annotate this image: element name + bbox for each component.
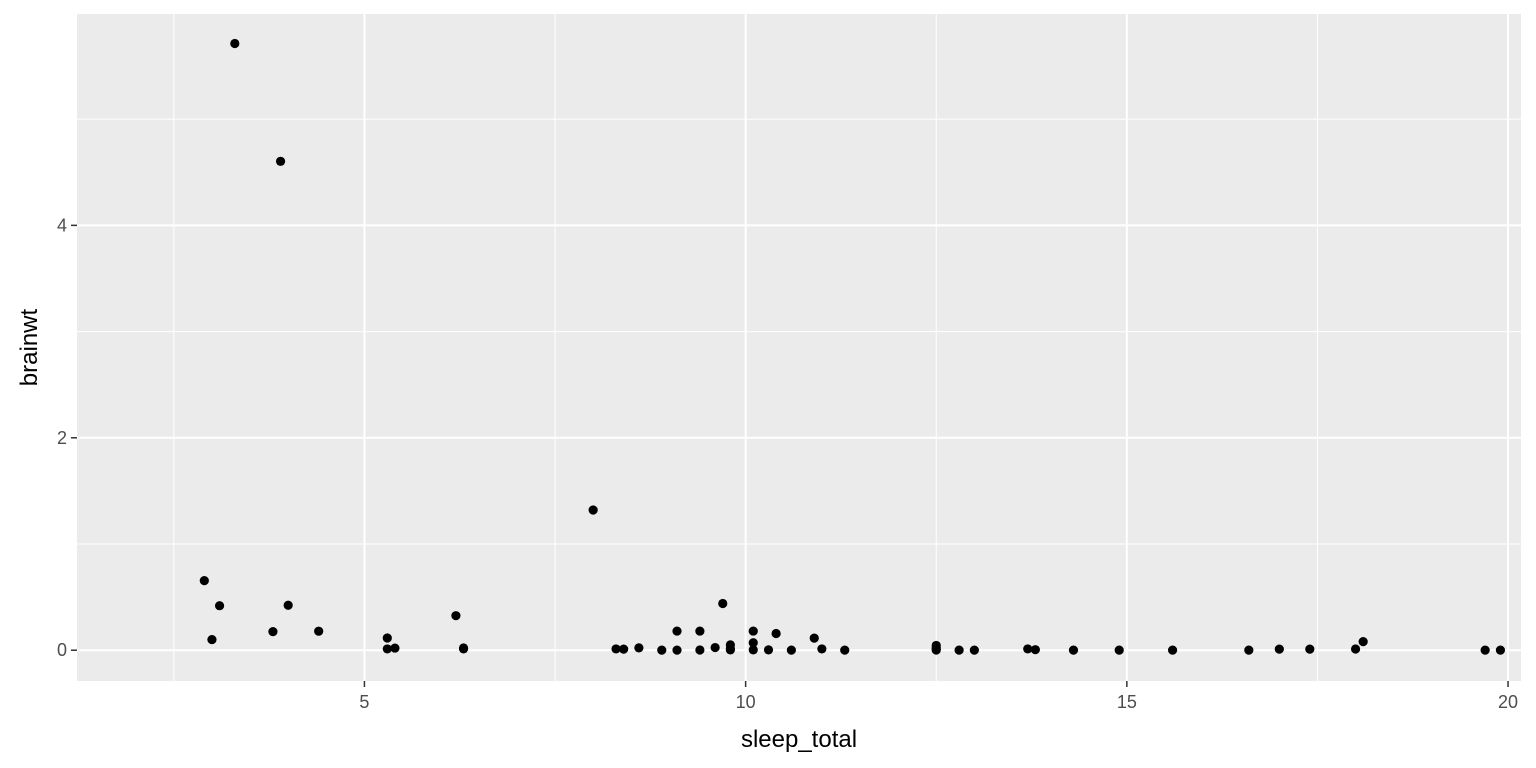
- data-point: [763, 645, 774, 655]
- data-point: [619, 644, 629, 654]
- data-point: [207, 634, 217, 645]
- data-point: [214, 601, 225, 611]
- data-point: [1030, 645, 1040, 655]
- data-point: [809, 633, 819, 643]
- data-point: [588, 505, 598, 515]
- data-point: [451, 611, 461, 621]
- data-points: [199, 38, 1506, 655]
- data-point: [969, 645, 979, 655]
- data-point: [954, 645, 964, 655]
- x-tick-label: 5: [359, 692, 369, 712]
- y-tick-label: 4: [57, 215, 67, 235]
- data-point: [672, 645, 682, 655]
- data-point: [1244, 645, 1254, 655]
- data-point: [314, 626, 324, 636]
- data-point: [718, 598, 728, 609]
- data-point: [382, 644, 392, 654]
- x-tick-label: 20: [1498, 692, 1518, 712]
- y-tick-label: 0: [57, 640, 67, 660]
- data-point: [634, 643, 644, 653]
- data-point: [695, 645, 705, 655]
- x-tick-label: 10: [736, 692, 756, 712]
- data-point: [283, 600, 293, 610]
- data-point: [1358, 636, 1368, 647]
- plot-panel: [77, 14, 1521, 681]
- data-point: [1480, 645, 1490, 655]
- data-point: [672, 626, 682, 636]
- data-point: [1167, 645, 1178, 655]
- data-point: [1495, 645, 1506, 655]
- data-point: [657, 645, 667, 655]
- data-point: [817, 644, 827, 654]
- minor-gridlines: [77, 14, 1521, 681]
- data-point: [390, 643, 400, 653]
- x-axis-ticks: 5 10 15 20: [359, 681, 1518, 712]
- data-point: [771, 628, 781, 639]
- data-point: [611, 644, 621, 654]
- data-point: [382, 633, 392, 643]
- data-point: [725, 645, 735, 655]
- data-point: [458, 644, 469, 654]
- data-point: [695, 626, 705, 636]
- data-point: [840, 645, 850, 655]
- x-axis-title: sleep_total: [741, 726, 857, 753]
- x-tick-label: 15: [1117, 692, 1137, 712]
- data-point: [748, 626, 758, 636]
- data-point: [1068, 645, 1079, 655]
- data-point: [931, 645, 941, 655]
- data-point: [1023, 644, 1033, 654]
- y-tick-label: 2: [57, 428, 67, 448]
- data-point: [1274, 644, 1284, 654]
- data-point: [268, 627, 278, 637]
- data-point: [1114, 645, 1124, 655]
- data-point: [230, 38, 240, 49]
- y-axis-ticks: 0 2 4: [57, 215, 77, 660]
- data-point: [748, 638, 758, 648]
- data-point: [1305, 644, 1315, 654]
- data-point: [748, 645, 758, 655]
- data-point: [1350, 644, 1361, 654]
- y-axis-title: brainwt: [16, 308, 43, 386]
- data-point: [786, 645, 796, 655]
- data-point: [275, 156, 286, 166]
- data-point: [710, 642, 720, 653]
- data-point: [199, 576, 209, 586]
